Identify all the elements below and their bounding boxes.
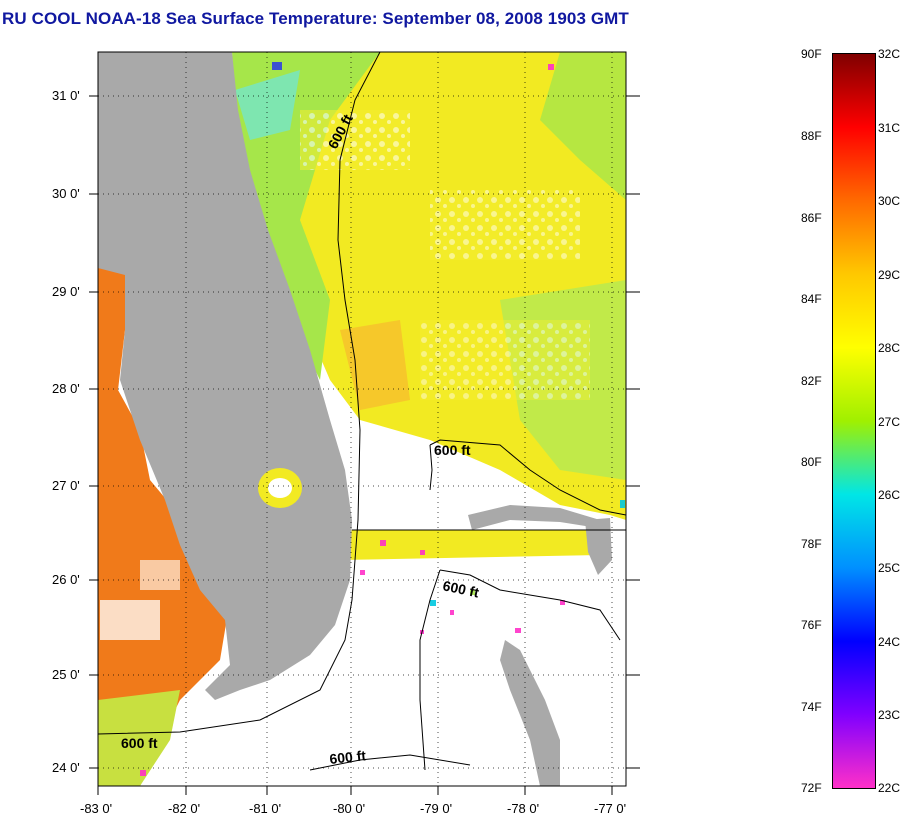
speckles: [140, 62, 625, 776]
lon-label: -83 0': [80, 801, 113, 816]
abaco: [585, 518, 612, 575]
gulf-sst: [98, 268, 230, 786]
lat-label: 30 0': [52, 186, 80, 201]
colorbar-f-label: 74F: [801, 700, 822, 714]
graticule: [98, 52, 626, 786]
lat-label: 24 0': [52, 760, 80, 775]
lat-label: 26 0': [52, 572, 80, 587]
colorbar-c-label: 26C: [878, 488, 901, 502]
lon-label: -78 0': [507, 801, 540, 816]
colorbar-f-label: 82F: [801, 374, 822, 388]
colorbar-c-label: 25C: [878, 561, 901, 575]
page-title: RU COOL NOAA-18 Sea Surface Temperature:…: [2, 9, 629, 28]
isobath-label: 600 ft: [441, 577, 480, 600]
colorbar-f-label: 78F: [801, 537, 822, 551]
atlantic-cyan-north: [235, 70, 300, 140]
colorbar-c-label: 30C: [878, 194, 901, 208]
isobaths: [98, 52, 626, 771]
colorbar-f-label: 76F: [801, 618, 822, 632]
colorbar-f-label: 72F: [801, 781, 822, 795]
lon-label: -82 0': [168, 801, 201, 816]
colorbar-f-label: 90F: [801, 47, 822, 61]
atlantic-orange-patch: [340, 320, 410, 410]
temperature-colorbar: [832, 53, 876, 789]
colorbar-c-label: 32C: [878, 47, 901, 61]
atlantic-green-east: [540, 52, 626, 200]
lat-label: 29 0': [52, 284, 80, 299]
colorbar-c-label: 29C: [878, 268, 901, 282]
florida-land: [98, 52, 352, 700]
andros: [500, 640, 560, 786]
lat-label: 28 0': [52, 381, 80, 396]
colorbar-f-label: 80F: [801, 455, 822, 469]
colorbar-c-label: 27C: [878, 415, 901, 429]
lat-label: 27 0': [52, 478, 80, 493]
colorbar-c-label: 31C: [878, 121, 901, 135]
colorbar-f-label: 84F: [801, 292, 822, 306]
lon-label: -79 0': [420, 801, 453, 816]
colorbar-c-label: 24C: [878, 635, 901, 649]
grand-bahama: [468, 505, 600, 530]
colorbar-c-label: 28C: [878, 341, 901, 355]
colorbar-f-label: 86F: [801, 211, 822, 225]
colorbar-f-label: 88F: [801, 129, 822, 143]
lon-label: -80 0': [333, 801, 366, 816]
lon-label: -77 0': [594, 801, 627, 816]
colorbar-c-label: 22C: [878, 781, 901, 795]
isobath-label: 600 ft: [329, 747, 367, 767]
isobath-label: 600 ft: [121, 735, 158, 751]
isobath-label: 600 ft: [434, 442, 471, 458]
lat-label: 31 0': [52, 88, 80, 103]
lon-label: -81 0': [249, 801, 282, 816]
colorbar-c-label: 23C: [878, 708, 901, 722]
lat-label: 25 0': [52, 667, 80, 682]
